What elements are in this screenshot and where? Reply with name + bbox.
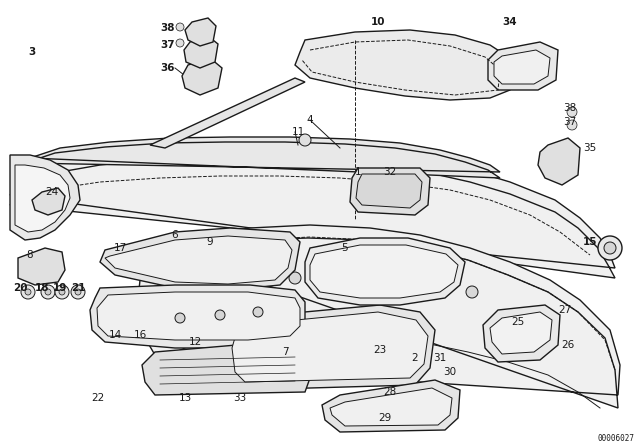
Polygon shape xyxy=(150,78,305,148)
Text: 4: 4 xyxy=(307,115,314,125)
Text: 30: 30 xyxy=(444,367,456,377)
Text: 31: 31 xyxy=(433,353,447,363)
Text: 34: 34 xyxy=(502,17,517,27)
Text: 37: 37 xyxy=(161,40,175,50)
Text: 6: 6 xyxy=(172,230,179,240)
Polygon shape xyxy=(10,148,615,278)
Circle shape xyxy=(215,310,225,320)
Text: 9: 9 xyxy=(207,237,213,247)
Polygon shape xyxy=(322,380,460,432)
Polygon shape xyxy=(295,30,510,100)
Text: 14: 14 xyxy=(108,330,122,340)
Polygon shape xyxy=(538,138,580,185)
Polygon shape xyxy=(142,340,310,395)
Text: 35: 35 xyxy=(584,143,596,153)
Text: 16: 16 xyxy=(133,330,147,340)
Polygon shape xyxy=(15,165,70,232)
Text: 38: 38 xyxy=(563,103,577,113)
Circle shape xyxy=(289,272,301,284)
Polygon shape xyxy=(310,245,458,298)
Circle shape xyxy=(71,285,85,299)
Text: 24: 24 xyxy=(45,187,59,197)
Polygon shape xyxy=(100,228,300,290)
Text: 27: 27 xyxy=(558,305,572,315)
Text: 28: 28 xyxy=(383,387,397,397)
Text: 19: 19 xyxy=(53,283,67,293)
Circle shape xyxy=(25,289,31,295)
Text: 12: 12 xyxy=(188,337,202,347)
Text: 21: 21 xyxy=(71,283,85,293)
Polygon shape xyxy=(488,42,558,90)
Polygon shape xyxy=(350,168,430,215)
Circle shape xyxy=(176,23,184,31)
Circle shape xyxy=(598,236,622,260)
Circle shape xyxy=(466,286,478,298)
Polygon shape xyxy=(10,155,80,240)
Text: 5: 5 xyxy=(342,243,348,253)
Text: 29: 29 xyxy=(378,413,392,423)
Text: 8: 8 xyxy=(27,250,33,260)
Circle shape xyxy=(259,272,271,284)
Text: 10: 10 xyxy=(371,17,385,27)
Circle shape xyxy=(21,285,35,299)
Text: 11: 11 xyxy=(291,127,305,137)
Text: 13: 13 xyxy=(179,393,191,403)
Text: 15: 15 xyxy=(583,237,597,247)
Text: 1: 1 xyxy=(355,167,362,177)
Text: 23: 23 xyxy=(373,345,387,355)
Polygon shape xyxy=(490,312,552,354)
Polygon shape xyxy=(356,174,422,208)
Text: 36: 36 xyxy=(161,63,175,73)
Circle shape xyxy=(299,134,311,146)
Polygon shape xyxy=(184,36,218,68)
Polygon shape xyxy=(232,312,428,382)
Text: 7: 7 xyxy=(282,347,288,357)
Polygon shape xyxy=(105,236,292,284)
Polygon shape xyxy=(32,188,65,215)
Circle shape xyxy=(45,289,51,295)
Circle shape xyxy=(379,276,391,288)
Text: 2: 2 xyxy=(412,353,419,363)
Polygon shape xyxy=(330,388,452,426)
Text: 22: 22 xyxy=(92,393,104,403)
Circle shape xyxy=(253,307,263,317)
Polygon shape xyxy=(138,225,620,408)
Circle shape xyxy=(175,313,185,323)
Text: 18: 18 xyxy=(35,283,49,293)
Circle shape xyxy=(334,274,346,286)
Circle shape xyxy=(567,107,577,117)
Polygon shape xyxy=(182,58,222,95)
Polygon shape xyxy=(305,238,465,305)
Polygon shape xyxy=(225,305,435,390)
Circle shape xyxy=(567,120,577,130)
Text: 38: 38 xyxy=(161,23,175,33)
Text: 25: 25 xyxy=(511,317,525,327)
Polygon shape xyxy=(25,137,500,178)
Text: 17: 17 xyxy=(113,243,127,253)
Text: 3: 3 xyxy=(28,47,36,57)
Text: 26: 26 xyxy=(561,340,575,350)
Polygon shape xyxy=(185,18,216,46)
Polygon shape xyxy=(483,305,560,362)
Polygon shape xyxy=(18,248,65,285)
Text: 00006027: 00006027 xyxy=(598,434,635,443)
Circle shape xyxy=(604,242,616,254)
Circle shape xyxy=(75,289,81,295)
Polygon shape xyxy=(97,292,300,340)
Polygon shape xyxy=(90,285,305,348)
Text: 37: 37 xyxy=(563,117,577,127)
Circle shape xyxy=(41,285,55,299)
Text: 32: 32 xyxy=(383,167,397,177)
Polygon shape xyxy=(494,50,550,84)
Text: 20: 20 xyxy=(13,283,28,293)
Circle shape xyxy=(59,289,65,295)
Circle shape xyxy=(224,274,236,286)
Circle shape xyxy=(55,285,69,299)
Text: 33: 33 xyxy=(234,393,246,403)
Circle shape xyxy=(419,280,431,292)
Circle shape xyxy=(176,39,184,47)
